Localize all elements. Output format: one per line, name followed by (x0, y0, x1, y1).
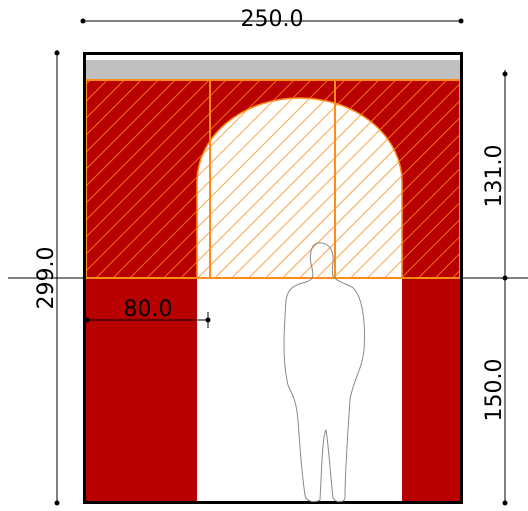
dimension-end (80, 18, 86, 24)
left-pier (86, 278, 197, 502)
upper-height-label: 131.0 (482, 145, 507, 208)
dimension-end (54, 50, 60, 56)
dimension-end (502, 500, 508, 506)
dimension-end (54, 500, 60, 506)
width-label: 250.0 (241, 7, 304, 32)
right-pier (402, 278, 460, 502)
dimension-end (458, 18, 464, 24)
dimension-end (84, 317, 90, 323)
dimension-end (502, 71, 508, 77)
human-scale-figure (283, 242, 365, 503)
arch-opening (196, 97, 403, 279)
dimension-end (502, 275, 508, 281)
dimension-end (205, 317, 211, 323)
lower-height-label: 150.0 (482, 359, 507, 422)
pier-width-label: 80.0 (124, 297, 173, 322)
height-label: 299.0 (34, 247, 59, 310)
lintel-band (86, 60, 460, 80)
